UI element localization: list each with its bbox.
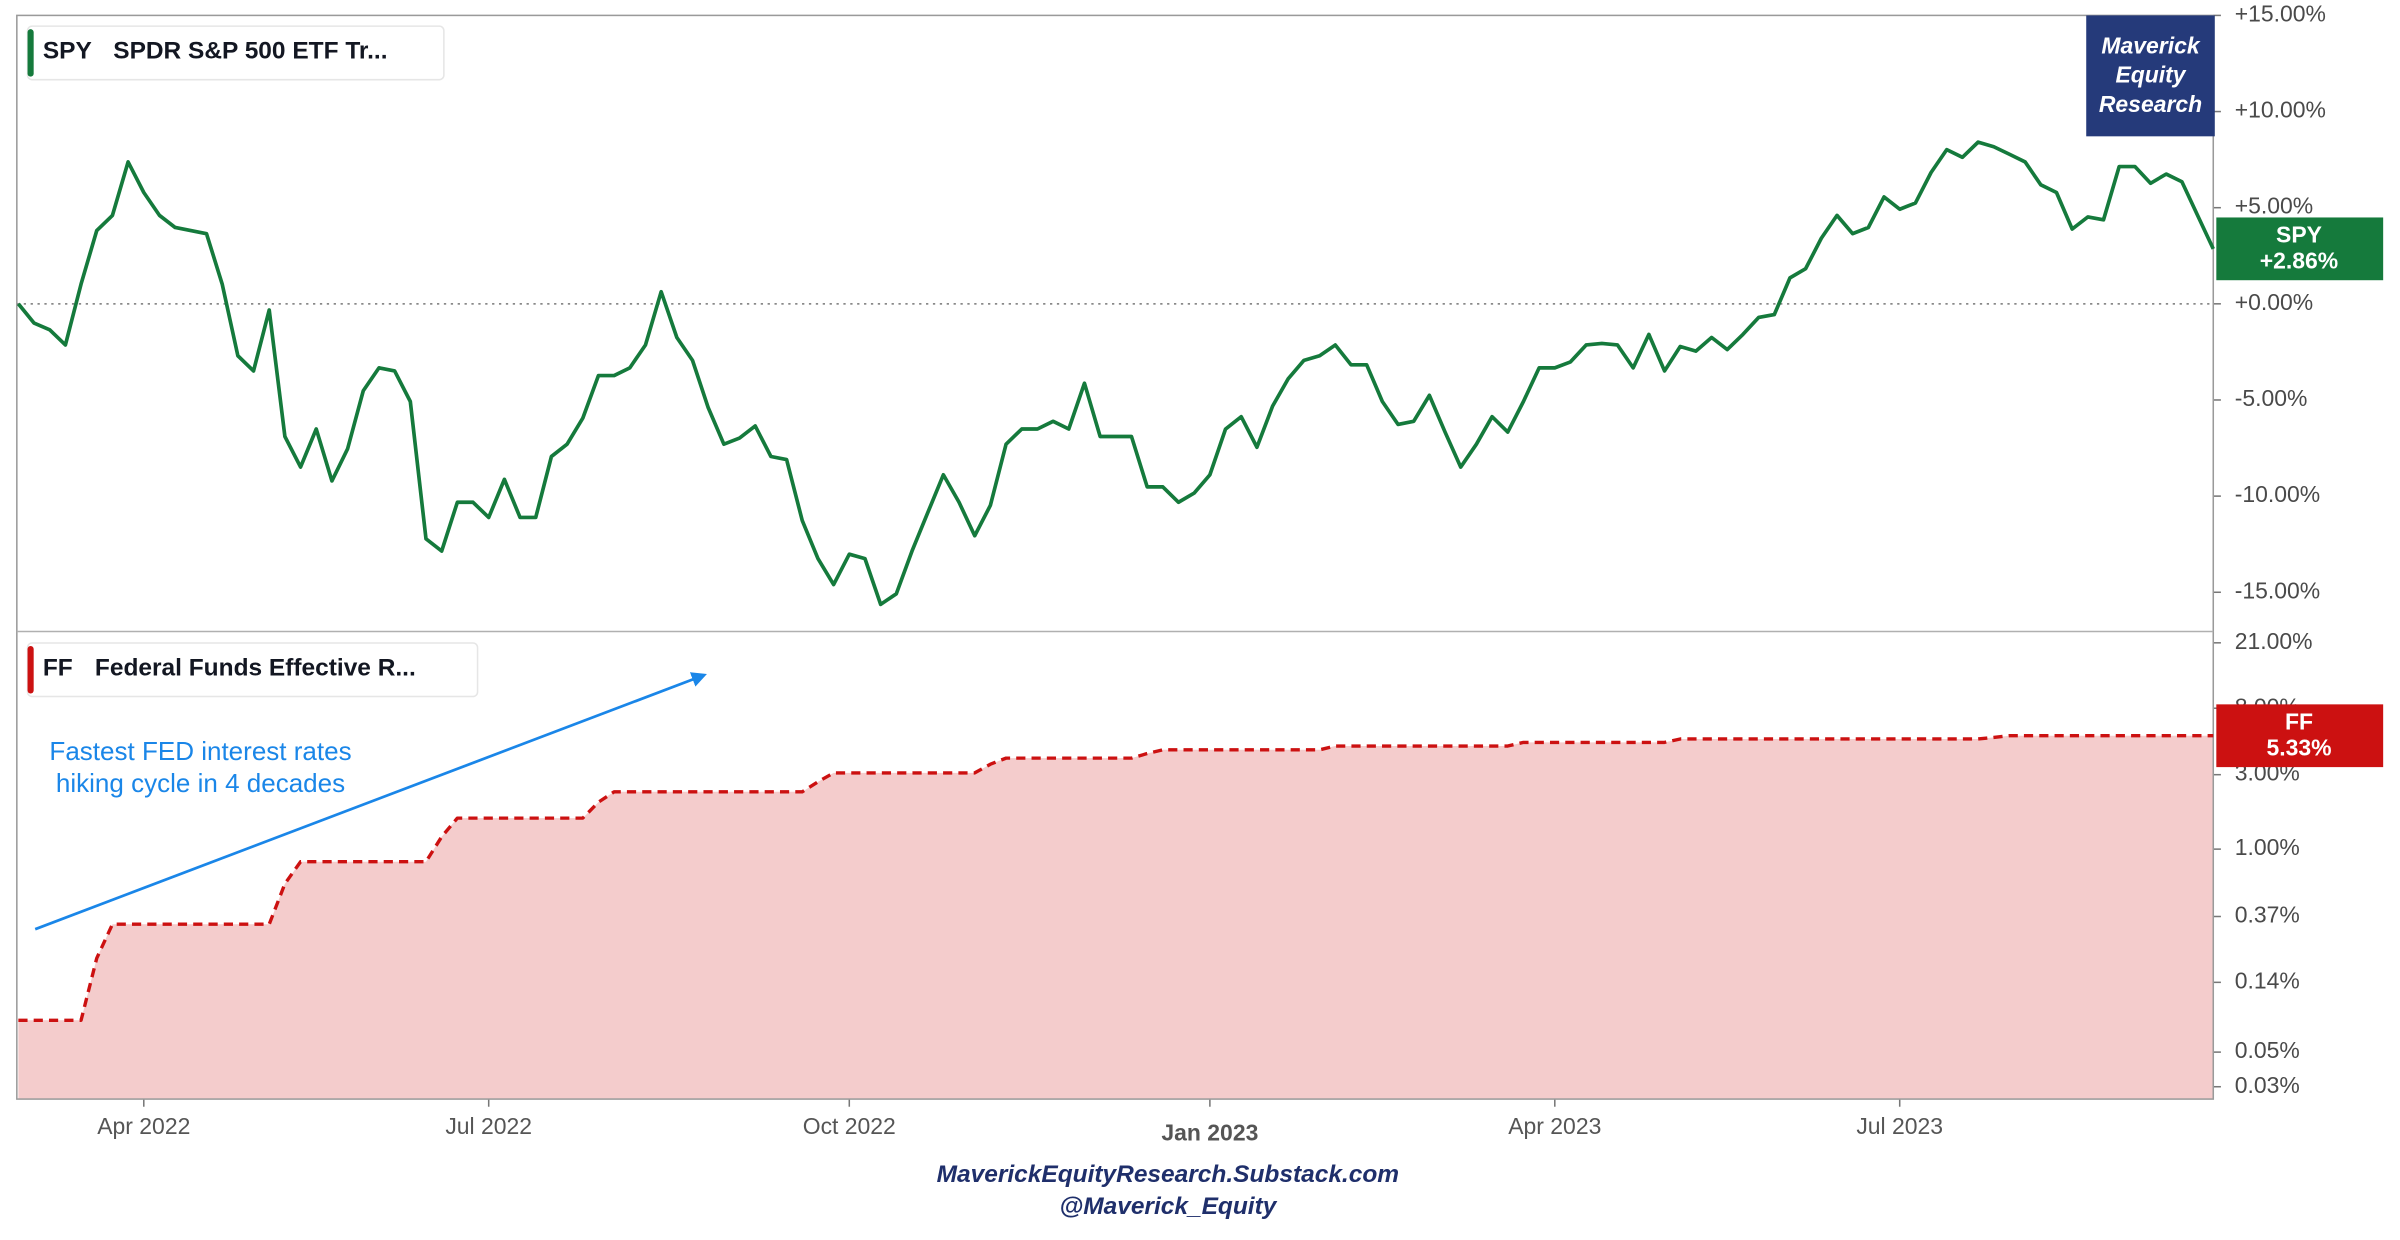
y-tick-label: +15.00% [2235, 0, 2326, 26]
x-tick-label: Apr 2022 [97, 1113, 190, 1139]
series-line [16, 140, 2215, 607]
legend-name: SPY [43, 38, 92, 65]
legend-name: FF [43, 654, 73, 681]
annotation: Fastest FED interest rates [49, 736, 351, 766]
annotation: hiking cycle in 4 decades [56, 768, 345, 798]
y-tick-label: 0.14% [2235, 967, 2300, 993]
y-tick-label: -10.00% [2235, 481, 2320, 507]
logo-text: Research [2099, 91, 2202, 117]
y-tick-label: 0.03% [2235, 1072, 2300, 1098]
line-layer [16, 140, 2215, 1022]
logo-text: Maverick [2101, 33, 2200, 59]
y-tick-label: +0.00% [2235, 289, 2313, 315]
legend-description: SPDR S&P 500 ETF Tr... [113, 38, 387, 65]
y-tick-label: 0.05% [2235, 1037, 2300, 1063]
x-tick-label: Apr 2023 [1508, 1113, 1601, 1139]
footer-text: MaverickEquityResearch.Substack.com [937, 1161, 1399, 1188]
y-tick-label: 21.00% [2235, 628, 2313, 654]
fill-layer [18, 735, 2214, 1100]
x-tick-label: Oct 2022 [803, 1113, 896, 1139]
last-value-badge [2216, 217, 2384, 281]
plot-frame [16, 14, 2215, 1100]
y-tick-label: -5.00% [2235, 385, 2308, 411]
x-tick-label: Jul 2022 [445, 1113, 532, 1139]
badge-value: 5.33% [2266, 735, 2331, 761]
x-tick-label: Jan 2023 [1161, 1119, 1258, 1145]
badge-name: SPY [2276, 222, 2322, 248]
badge-layer: SPY+2.86% FF5.33% [2216, 217, 2384, 768]
footer-text: @Maverick_Equity [1059, 1193, 1277, 1220]
y-tick-label: 1.00% [2235, 834, 2300, 860]
y-tick-label: 0.37% [2235, 902, 2300, 928]
annotation-arrow [34, 672, 707, 931]
badge-value: +2.86% [2260, 248, 2338, 274]
last-value-badge [2216, 704, 2384, 768]
y-tick-label: +5.00% [2235, 193, 2313, 219]
x-tick-label: Jul 2023 [1856, 1113, 1943, 1139]
legend-swatch [27, 29, 34, 77]
area-line [18, 734, 2214, 1022]
logo-box [2086, 15, 2215, 137]
y-tick-label: -15.00% [2235, 577, 2320, 603]
y-tick-label: +10.00% [2235, 97, 2326, 123]
legend-description: Federal Funds Effective R... [95, 654, 416, 681]
badge-name: FF [2285, 709, 2313, 735]
legend-swatch [27, 646, 34, 694]
area-fill [18, 735, 2214, 1100]
logo-text: Equity [2115, 62, 2186, 88]
